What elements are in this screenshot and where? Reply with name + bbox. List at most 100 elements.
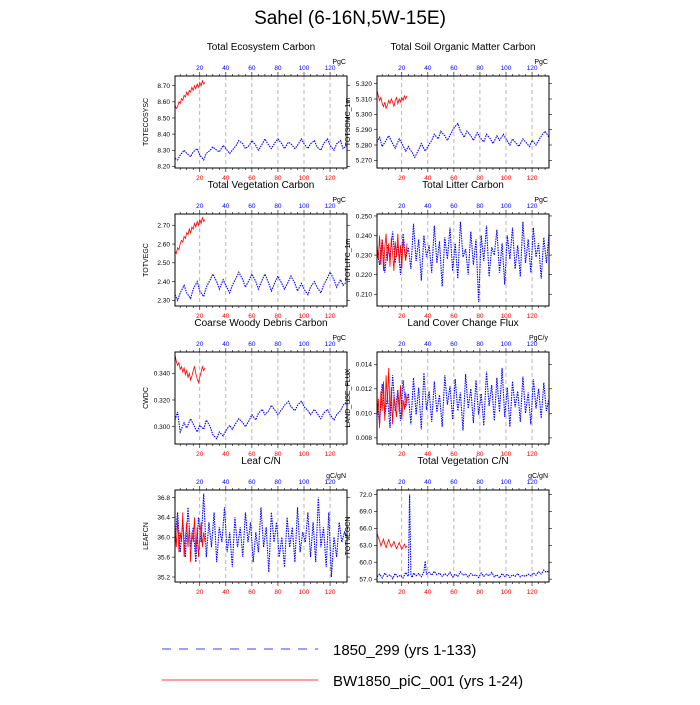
x-tick-label-bottom: 80 bbox=[476, 175, 484, 182]
series-line-1850-299 bbox=[175, 400, 347, 440]
x-tick-label-bottom: 20 bbox=[398, 175, 406, 182]
y-tick-label: 69.0 bbox=[359, 509, 372, 516]
x-tick-label-top: 20 bbox=[196, 341, 204, 348]
series-line-bw1850 bbox=[175, 216, 206, 255]
x-tick-label-bottom: 100 bbox=[299, 313, 310, 320]
page-title: Sahel (6-16N,5W-15E) bbox=[254, 8, 446, 29]
y-tick-label: 5.280 bbox=[356, 142, 373, 149]
y-tick-label: 2.70 bbox=[157, 223, 170, 230]
y-tick-label: 36.8 bbox=[157, 495, 170, 502]
x-tick-label-top: 20 bbox=[196, 479, 204, 486]
panel-title: Total Litter Carbon bbox=[422, 180, 504, 191]
series-line-1850-299 bbox=[175, 493, 347, 578]
units-label: PgC bbox=[534, 59, 548, 66]
x-tick-label-top: 80 bbox=[476, 203, 484, 210]
y-tick-label: 0.340 bbox=[154, 371, 171, 378]
y-axis-label: LEAFCN bbox=[143, 522, 150, 550]
y-axis-label: TOTECOSYSC bbox=[143, 98, 150, 146]
legend-label-1: 1850_299 (yrs 1-133) bbox=[333, 642, 476, 659]
series-group bbox=[377, 221, 549, 303]
plot-frame bbox=[376, 75, 550, 169]
y-tick-label: 2.50 bbox=[157, 260, 170, 267]
x-tick-label-top: 40 bbox=[424, 65, 432, 72]
x-tick-label-top: 120 bbox=[527, 341, 538, 348]
x-tick-label-top: 100 bbox=[501, 65, 512, 72]
x-tick-label-bottom: 100 bbox=[501, 175, 512, 182]
series-group bbox=[175, 354, 347, 440]
y-tick-label: 8.50 bbox=[157, 115, 170, 122]
panel-title: Coarse Woody Debris Carbon bbox=[194, 318, 327, 329]
series-line-bw1850 bbox=[175, 354, 206, 385]
x-tick-label-top: 40 bbox=[222, 479, 230, 486]
x-tick-label-bottom: 60 bbox=[248, 175, 256, 182]
x-tick-label-bottom: 20 bbox=[196, 589, 204, 596]
series-line-bw1850 bbox=[377, 89, 408, 110]
legend-label-2: BW1850_piC_001 (yrs 1-24) bbox=[333, 673, 523, 690]
x-tick-label-top: 120 bbox=[325, 65, 336, 72]
series-line-bw1850 bbox=[377, 367, 408, 429]
panel-6: Land Cover Change Flux PgC/y 20 40 60 80 100 12… bbox=[345, 318, 552, 458]
x-tick-label-bottom: 40 bbox=[424, 451, 432, 458]
x-tick-label-top: 60 bbox=[450, 65, 458, 72]
x-tick-label-top: 20 bbox=[196, 203, 204, 210]
x-tick-label-bottom: 60 bbox=[450, 451, 458, 458]
x-tick-label-top: 40 bbox=[424, 479, 432, 486]
x-tick-label-bottom: 40 bbox=[222, 589, 230, 596]
y-tick-label: 0.008 bbox=[356, 435, 373, 442]
panel-5: Coarse Woody Debris Carbon PgC 20 40 60 80 100… bbox=[143, 318, 350, 458]
x-tick-label-bottom: 80 bbox=[476, 313, 484, 320]
x-tick-label-bottom: 40 bbox=[424, 175, 432, 182]
x-tick-label-bottom: 20 bbox=[196, 175, 204, 182]
y-tick-label: 35.6 bbox=[157, 554, 170, 561]
series-line-1850-299 bbox=[175, 270, 347, 302]
y-tick-label: 63.0 bbox=[359, 543, 372, 550]
x-tick-label-top: 120 bbox=[325, 203, 336, 210]
x-tick-label-bottom: 100 bbox=[299, 589, 310, 596]
x-tick-label-top: 100 bbox=[299, 341, 310, 348]
plot-frame bbox=[376, 351, 550, 445]
y-tick-label: 0.220 bbox=[356, 272, 373, 279]
x-tick-label-bottom: 120 bbox=[527, 451, 538, 458]
y-axis-label: CWDC bbox=[143, 387, 150, 409]
x-tick-label-top: 20 bbox=[398, 203, 406, 210]
y-tick-label: 57.0 bbox=[359, 576, 372, 583]
panel-title: Total Soil Organic Matter Carbon bbox=[390, 42, 535, 53]
y-tick-label: 8.70 bbox=[157, 83, 170, 90]
x-tick-label-top: 120 bbox=[527, 65, 538, 72]
series-group bbox=[175, 79, 347, 161]
y-tick-label: 0.010 bbox=[356, 411, 373, 418]
y-tick-label: 8.20 bbox=[157, 164, 170, 171]
x-tick-label-top: 80 bbox=[274, 341, 282, 348]
y-tick-label: 5.300 bbox=[356, 112, 373, 119]
x-tick-label-top: 20 bbox=[398, 65, 406, 72]
y-tick-label: 0.320 bbox=[154, 397, 171, 404]
x-tick-label-top: 60 bbox=[248, 479, 256, 486]
x-tick-label-bottom: 60 bbox=[248, 451, 256, 458]
panel-1: Total Ecosystem Carbon PgC 20 40 60 80 100 120 2… bbox=[143, 42, 350, 182]
x-tick-label-bottom: 40 bbox=[222, 451, 230, 458]
x-tick-label-top: 100 bbox=[299, 65, 310, 72]
y-tick-label: 72.0 bbox=[359, 492, 372, 499]
x-tick-label-bottom: 60 bbox=[248, 589, 256, 596]
units-label: PgC bbox=[332, 335, 346, 342]
series-line-1850-299 bbox=[377, 221, 549, 303]
plot-frame bbox=[174, 489, 348, 583]
y-tick-label: 2.60 bbox=[157, 241, 170, 248]
x-tick-label-bottom: 120 bbox=[527, 175, 538, 182]
x-tick-label-bottom: 80 bbox=[476, 589, 484, 596]
x-tick-label-top: 80 bbox=[274, 203, 282, 210]
series-line-bw1850 bbox=[175, 512, 206, 563]
x-tick-label-top: 100 bbox=[501, 203, 512, 210]
x-tick-label-top: 80 bbox=[476, 65, 484, 72]
x-tick-label-top: 20 bbox=[196, 65, 204, 72]
x-tick-label-top: 60 bbox=[248, 341, 256, 348]
series-group bbox=[377, 494, 549, 580]
x-tick-label-top: 60 bbox=[450, 341, 458, 348]
x-tick-label-top: 120 bbox=[325, 341, 336, 348]
x-tick-label-bottom: 120 bbox=[325, 313, 336, 320]
y-tick-label: 0.014 bbox=[356, 362, 373, 369]
units-label: gC/gN bbox=[528, 473, 548, 480]
x-tick-label-top: 20 bbox=[398, 479, 406, 486]
x-tick-label-bottom: 20 bbox=[196, 313, 204, 320]
plot-frame bbox=[174, 213, 348, 307]
